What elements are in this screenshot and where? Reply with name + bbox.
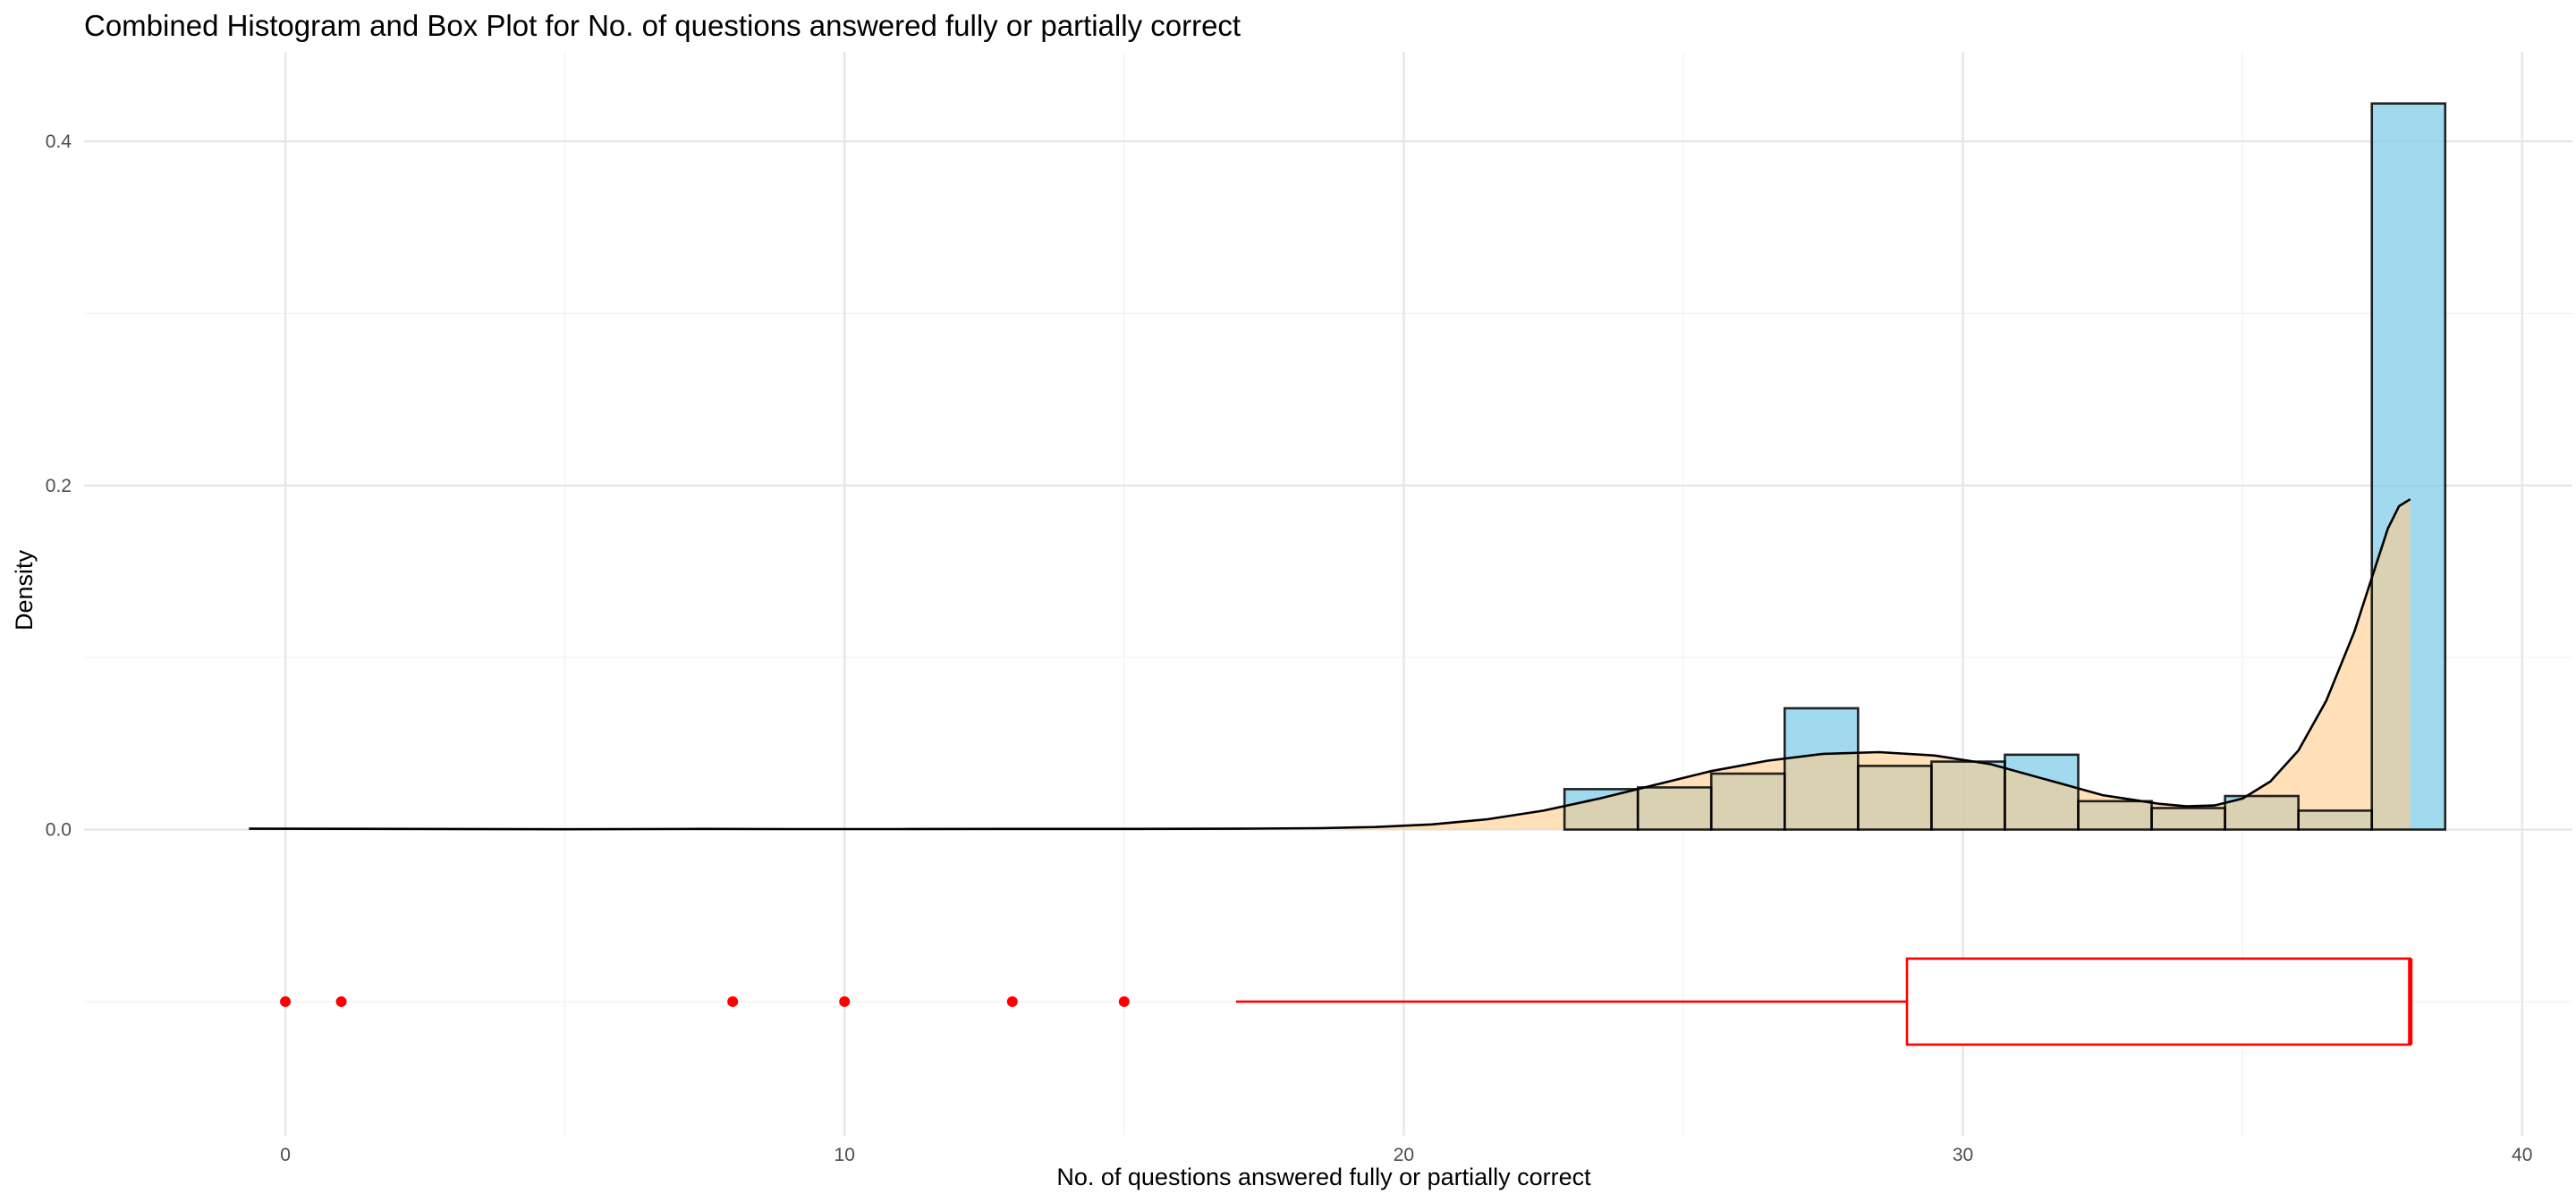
x-tick-label: 20 — [1394, 1145, 1414, 1165]
y-axis-label: Density — [11, 549, 38, 631]
boxplot-outlier — [335, 995, 347, 1007]
x-tick-label: 30 — [1953, 1145, 1973, 1165]
chart-title: Combined Histogram and Box Plot for No. … — [84, 9, 1241, 42]
x-tick-label: 10 — [835, 1145, 855, 1165]
x-axis-label: No. of questions answered fully or parti… — [1056, 1164, 1591, 1190]
histogram-bar-outline — [2004, 753, 2080, 831]
boxplot-box — [1905, 957, 2412, 1046]
y-tick-label: 0.2 — [46, 476, 72, 496]
x-tick-label: 40 — [2512, 1145, 2532, 1165]
boxplot-outlier — [1118, 995, 1130, 1007]
boxplot-outlier — [1006, 995, 1018, 1007]
tick-labels: 0 10 20 30 40 0.0 0.2 0.4 — [46, 131, 2533, 1165]
y-tick-label: 0.4 — [46, 131, 72, 152]
y-tick-label: 0.0 — [46, 820, 72, 841]
histogram-bar-outline — [2370, 102, 2447, 831]
boxplot-outlier — [727, 995, 739, 1007]
density-curve — [249, 498, 2411, 831]
grid-minor — [84, 52, 2572, 1136]
boxplot — [280, 957, 2413, 1046]
boxplot-outlier — [280, 995, 292, 1007]
x-tick-label: 0 — [280, 1145, 291, 1165]
grid-major — [84, 52, 2572, 1136]
boxplot-outlier — [839, 995, 851, 1007]
density-line — [249, 498, 2411, 831]
